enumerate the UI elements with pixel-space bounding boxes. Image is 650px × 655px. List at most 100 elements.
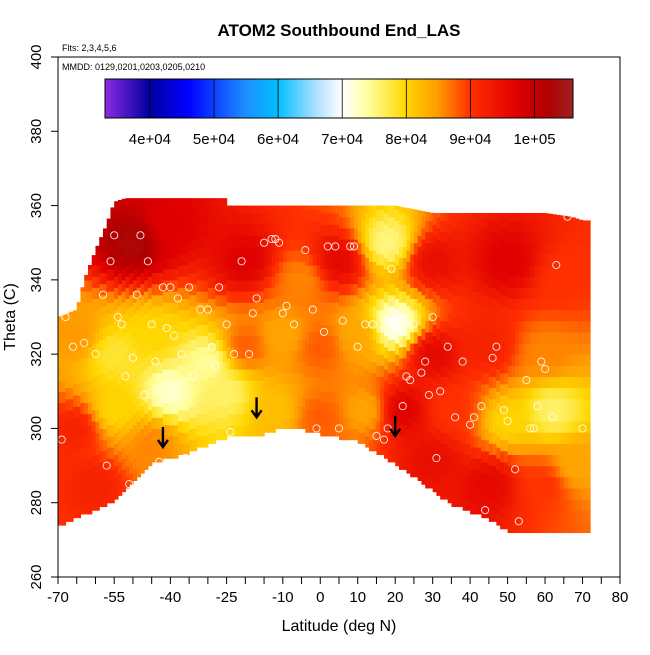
heatmap-cell <box>211 231 216 244</box>
colorbar-segment <box>543 79 547 118</box>
observation-point <box>338 316 347 325</box>
heatmap-cell <box>582 309 587 322</box>
heatmap-cell <box>470 324 475 337</box>
heatmap-cell <box>339 227 344 240</box>
heatmap-cell <box>477 324 482 337</box>
heatmap-cell <box>533 276 539 288</box>
heatmap-cell <box>533 476 539 489</box>
heatmap-cell <box>335 213 340 225</box>
heatmap-cell <box>436 283 441 296</box>
heatmap-cell <box>155 283 160 296</box>
heatmap-cell <box>316 265 321 277</box>
heatmap-cell <box>541 387 546 400</box>
heatmap-cell <box>533 354 539 366</box>
heatmap-cell <box>470 491 475 504</box>
heatmap-cell <box>488 213 494 222</box>
heatmap-cell <box>155 272 160 285</box>
heatmap-cell <box>368 216 374 229</box>
heatmap-cell <box>496 335 501 348</box>
colorbar-segment <box>327 79 331 118</box>
heatmap-cell <box>571 421 576 433</box>
heatmap-cell <box>541 432 546 444</box>
heatmap-cell <box>275 227 280 240</box>
heatmap-cell <box>72 484 78 496</box>
heatmap-cell <box>353 205 359 218</box>
heatmap-cell <box>567 276 572 288</box>
heatmap-cell <box>80 424 85 437</box>
heatmap-cell <box>473 268 479 281</box>
heatmap-cell <box>189 216 194 229</box>
observation-point <box>499 405 508 414</box>
heatmap-cell <box>267 231 273 244</box>
colorbar-segment <box>522 79 526 118</box>
heatmap-cell <box>275 205 280 218</box>
heatmap-cell <box>470 335 475 348</box>
heatmap-cell <box>413 432 419 444</box>
heatmap-cell <box>234 313 239 326</box>
heatmap-cell <box>462 443 467 456</box>
observation-points <box>57 212 587 526</box>
observation-point <box>409 320 418 329</box>
heatmap-cell <box>264 331 269 344</box>
heatmap-cell <box>522 365 527 378</box>
heatmap-cell <box>324 335 329 348</box>
heatmap-cell <box>132 447 138 459</box>
heatmap-cell <box>526 432 531 444</box>
heatmap-cell <box>530 387 535 400</box>
heatmap-cell <box>477 469 482 482</box>
heatmap-cell <box>110 458 115 470</box>
heatmap-cell <box>582 510 587 522</box>
heatmap-cell <box>282 283 288 296</box>
heatmap-cell <box>84 402 89 415</box>
heatmap-cell <box>61 335 67 348</box>
heatmap-cell <box>140 428 145 441</box>
heatmap-cell <box>357 376 363 389</box>
heatmap-cell <box>129 428 134 441</box>
heatmap-cell <box>331 279 336 292</box>
heatmap-cell <box>87 480 93 493</box>
heatmap-cell <box>387 428 393 441</box>
heatmap-cell <box>335 279 340 292</box>
heatmap-cell <box>234 235 239 248</box>
heatmap-cell <box>492 409 497 422</box>
heatmap-cell <box>500 450 505 463</box>
heatmap-cell <box>132 257 138 270</box>
heatmap-cell <box>271 398 276 411</box>
heatmap-cell <box>174 447 179 459</box>
heatmap-cell <box>522 421 527 433</box>
heatmap-cell <box>383 205 389 214</box>
heatmap-cell <box>189 383 194 396</box>
heatmap-cell <box>290 339 295 352</box>
heatmap-cell <box>541 499 546 511</box>
heatmap-cell <box>147 253 153 266</box>
heatmap-cell <box>567 454 572 467</box>
heatmap-cell <box>230 391 235 404</box>
heatmap-cell <box>436 484 441 496</box>
heatmap-cell <box>151 216 157 229</box>
heatmap-cell <box>144 435 149 448</box>
heatmap-cell <box>440 354 445 366</box>
heatmap-cell <box>80 413 85 426</box>
heatmap-cell <box>361 309 366 322</box>
heatmap-cell <box>256 402 261 415</box>
heatmap-cell <box>398 291 404 303</box>
heatmap-cell <box>335 302 340 314</box>
heatmap-cell <box>87 302 93 314</box>
heatmap-cell <box>264 376 269 389</box>
heatmap-cell <box>567 287 572 300</box>
heatmap-cell <box>473 235 479 248</box>
heatmap-cell <box>350 261 355 274</box>
heatmap-cell <box>95 298 100 311</box>
heatmap-cell <box>312 343 318 355</box>
heatmap-cell <box>488 287 494 300</box>
heatmap-cell <box>342 261 348 274</box>
heatmap-cell <box>84 413 89 426</box>
heatmap-cell <box>455 328 460 340</box>
heatmap-cell <box>114 253 119 266</box>
heatmap-cell <box>387 395 393 407</box>
heatmap-cell <box>346 239 351 251</box>
observation-point <box>143 257 152 266</box>
heatmap-cell <box>541 465 546 478</box>
heatmap-cell <box>413 287 419 300</box>
heatmap-cell <box>507 521 512 534</box>
